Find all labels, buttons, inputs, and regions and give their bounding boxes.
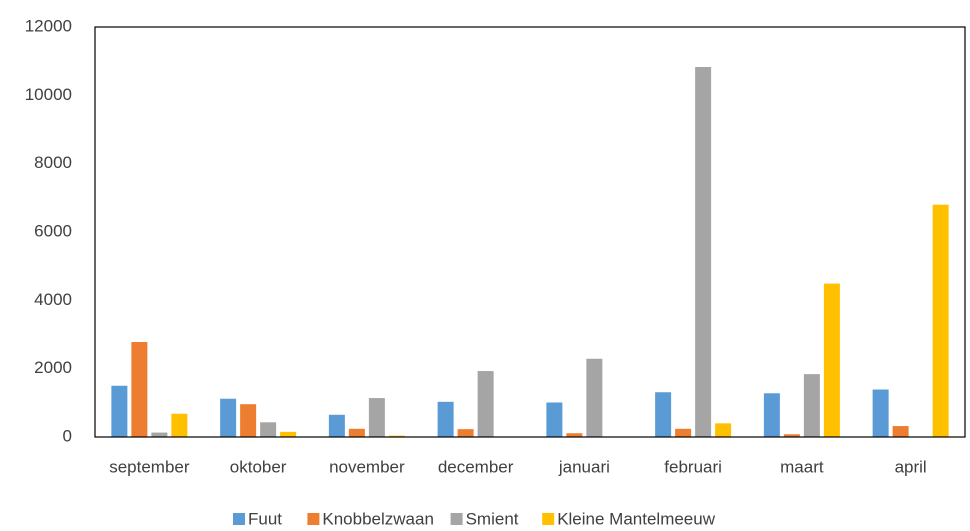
y-tick-label: 6000 bbox=[34, 221, 72, 240]
bar bbox=[803, 374, 820, 437]
legend-label: Fuut bbox=[248, 509, 282, 528]
bar bbox=[586, 358, 603, 437]
bar bbox=[715, 423, 732, 437]
x-tick-label: december bbox=[438, 457, 514, 476]
legend-swatch bbox=[450, 513, 463, 525]
bar bbox=[655, 392, 672, 437]
bar bbox=[892, 426, 909, 437]
y-tick-label: 12000 bbox=[25, 16, 72, 35]
legend-label: Knobbelzwaan bbox=[322, 509, 434, 528]
bar bbox=[280, 431, 297, 437]
bar bbox=[220, 398, 237, 437]
bar bbox=[240, 404, 257, 437]
x-tick-label: november bbox=[329, 457, 405, 476]
bar bbox=[823, 283, 840, 437]
bar bbox=[388, 435, 405, 437]
bar bbox=[260, 422, 277, 437]
bar bbox=[675, 428, 692, 437]
bar bbox=[763, 393, 780, 437]
x-tick-label: april bbox=[895, 457, 927, 476]
y-tick-label: 4000 bbox=[34, 290, 72, 309]
legend-swatch bbox=[233, 513, 245, 525]
bar bbox=[872, 389, 889, 437]
legend-swatch bbox=[307, 513, 320, 525]
legend-swatch bbox=[542, 513, 555, 525]
bar bbox=[783, 434, 800, 437]
bar bbox=[348, 428, 365, 437]
bar bbox=[695, 66, 712, 437]
bar bbox=[477, 371, 494, 437]
bar bbox=[566, 433, 583, 437]
bar bbox=[368, 398, 385, 437]
bar bbox=[131, 342, 148, 437]
bar bbox=[437, 401, 454, 437]
legend-label: Smient bbox=[466, 509, 519, 528]
x-tick-label: februari bbox=[664, 457, 722, 476]
bar bbox=[171, 413, 188, 437]
bar bbox=[457, 429, 474, 437]
bar bbox=[932, 204, 949, 437]
x-tick-label: januari bbox=[558, 457, 610, 476]
x-tick-label: maart bbox=[780, 457, 824, 476]
legend-label: Kleine Mantelmeeuw bbox=[557, 509, 716, 528]
bar bbox=[111, 385, 128, 437]
x-tick-label: oktober bbox=[230, 457, 287, 476]
y-tick-label: 2000 bbox=[34, 358, 72, 377]
bar bbox=[151, 432, 168, 437]
y-tick-label: 10000 bbox=[25, 85, 72, 104]
y-tick-label: 8000 bbox=[34, 153, 72, 172]
y-tick-label: 0 bbox=[63, 426, 72, 445]
x-tick-label: september bbox=[109, 457, 190, 476]
bar bbox=[546, 402, 563, 437]
bar bbox=[328, 414, 345, 437]
plot-border bbox=[94, 26, 966, 438]
